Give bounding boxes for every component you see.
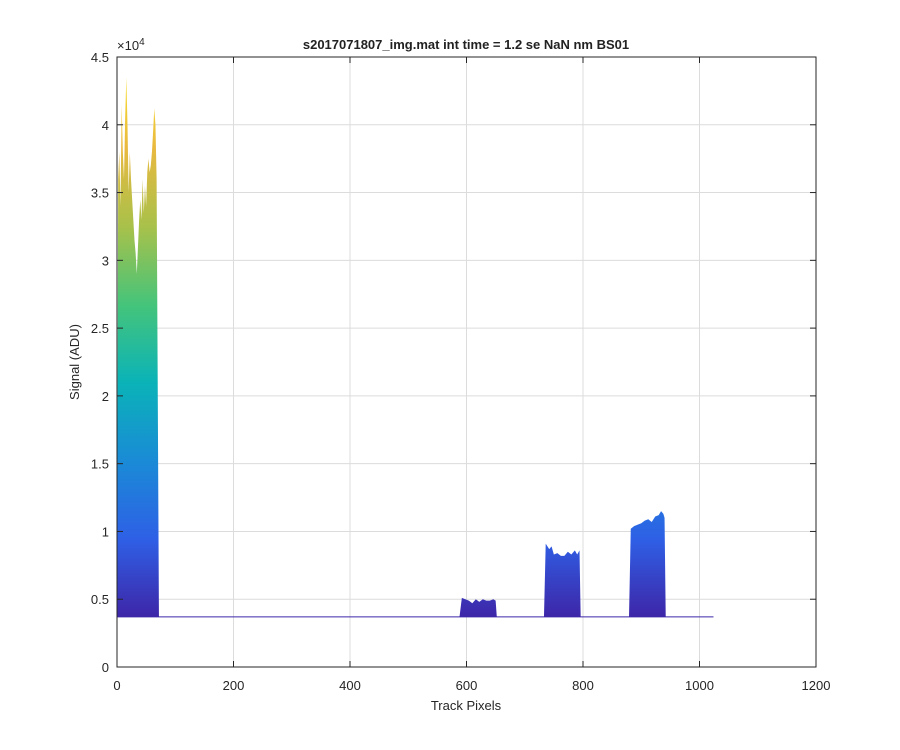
y-tick-label: 1.5 (91, 457, 109, 472)
x-tick-label: 1200 (802, 678, 831, 693)
grid (117, 57, 816, 667)
x-tick-label: 200 (223, 678, 245, 693)
y-ticks: 0 0.5 1 1.5 2 2.5 3 3.5 4 4.5 (91, 50, 816, 675)
y-tick-label: 1 (102, 524, 109, 539)
y-tick-label: 2.5 (91, 321, 109, 336)
y-exponent-power: 4 (139, 37, 145, 48)
x-tick-label: 1000 (685, 678, 714, 693)
y-exponent-base: ×10 (117, 38, 139, 53)
x-tick-label: 800 (572, 678, 594, 693)
peak-3 (543, 543, 581, 617)
y-tick-label: 0.5 (91, 592, 109, 607)
y-tick-label: 4 (102, 118, 109, 133)
x-axis-label: Track Pixels (431, 698, 502, 713)
y-axis-label: Signal (ADU) (67, 324, 82, 400)
peak-4 (629, 511, 666, 617)
peak-1 (117, 77, 159, 617)
y-tick-label: 3.5 (91, 186, 109, 201)
x-ticks: 0 200 400 600 800 1000 1200 (113, 57, 830, 693)
y-tick-label: 2 (102, 389, 109, 404)
x-tick-label: 400 (339, 678, 361, 693)
y-tick-label: 4.5 (91, 50, 109, 65)
chart-title: s2017071807_img.mat int time = 1.2 se Na… (303, 37, 629, 52)
peak-2 (459, 597, 497, 617)
series-layer (117, 77, 666, 617)
x-tick-label: 600 (456, 678, 478, 693)
y-tick-label: 0 (102, 660, 109, 675)
y-exponent: ×104 (117, 37, 145, 53)
y-tick-label: 3 (102, 253, 109, 268)
x-tick-label: 0 (113, 678, 120, 693)
